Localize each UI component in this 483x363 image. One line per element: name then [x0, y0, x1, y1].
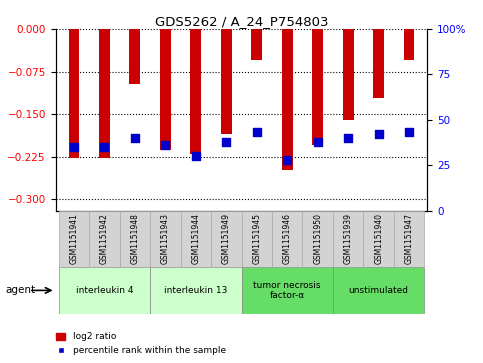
Title: GDS5262 / A_24_P754803: GDS5262 / A_24_P754803	[155, 15, 328, 28]
Text: GSM1151940: GSM1151940	[374, 213, 383, 264]
Text: GSM1151949: GSM1151949	[222, 213, 231, 264]
Text: GSM1151948: GSM1151948	[130, 213, 139, 264]
Point	[131, 135, 139, 141]
Bar	[120, 211, 150, 267]
Bar	[343, 29, 354, 120]
Text: GSM1151947: GSM1151947	[405, 213, 413, 264]
Point	[284, 157, 291, 163]
Text: GSM1151944: GSM1151944	[191, 213, 200, 264]
Point	[192, 153, 199, 159]
Point	[375, 131, 383, 137]
Bar	[58, 211, 89, 267]
Bar	[272, 211, 302, 267]
Bar	[242, 211, 272, 267]
Bar	[160, 29, 170, 150]
Bar	[373, 29, 384, 98]
Text: GSM1151945: GSM1151945	[252, 213, 261, 264]
Text: tumor necrosis
factor-α: tumor necrosis factor-α	[254, 281, 321, 300]
Text: GSM1151942: GSM1151942	[100, 213, 109, 264]
Bar	[242, 267, 333, 314]
Text: GSM1151941: GSM1151941	[70, 213, 78, 264]
Bar	[58, 267, 150, 314]
Point	[253, 130, 261, 135]
Legend: log2 ratio, percentile rank within the sample: log2 ratio, percentile rank within the s…	[53, 329, 229, 359]
Text: interleukin 13: interleukin 13	[164, 286, 227, 295]
Bar	[99, 29, 110, 158]
Bar	[190, 29, 201, 154]
Text: interleukin 4: interleukin 4	[75, 286, 133, 295]
Point	[314, 139, 322, 144]
Bar	[394, 211, 425, 267]
Text: GSM1151946: GSM1151946	[283, 213, 292, 264]
Bar	[181, 211, 211, 267]
Bar	[333, 211, 363, 267]
Point	[344, 135, 352, 141]
Text: GSM1151950: GSM1151950	[313, 213, 322, 264]
Point	[100, 144, 108, 150]
Bar	[69, 29, 79, 158]
Bar	[150, 211, 181, 267]
Bar	[282, 29, 293, 170]
Bar	[404, 29, 414, 60]
Text: unstimulated: unstimulated	[349, 286, 409, 295]
Point	[405, 130, 413, 135]
Bar	[252, 29, 262, 60]
Point	[161, 142, 169, 148]
Bar	[89, 211, 120, 267]
Bar	[211, 211, 242, 267]
Text: GSM1151943: GSM1151943	[161, 213, 170, 264]
Bar	[129, 29, 140, 84]
Point	[70, 144, 78, 150]
Bar	[302, 211, 333, 267]
Text: agent: agent	[6, 285, 36, 295]
Bar	[313, 29, 323, 145]
Point	[222, 139, 230, 144]
Bar	[333, 267, 425, 314]
Bar	[363, 211, 394, 267]
Bar	[221, 29, 231, 134]
Text: GSM1151939: GSM1151939	[344, 213, 353, 264]
Bar	[150, 267, 242, 314]
